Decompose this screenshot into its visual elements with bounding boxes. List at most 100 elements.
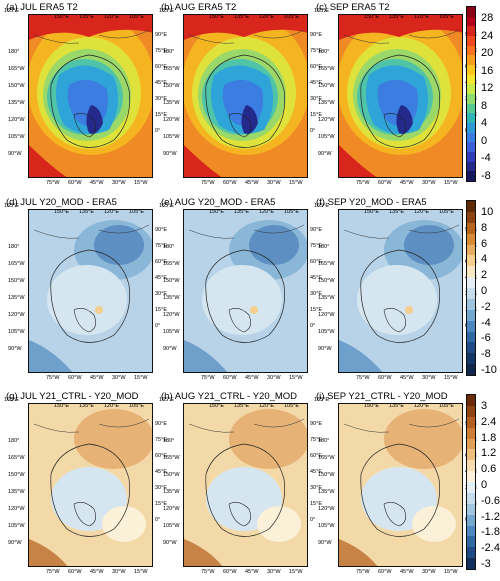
lon-label: 60°W <box>68 180 82 186</box>
colorbar-label: 3 <box>481 400 488 412</box>
colorbar-label: 2 <box>481 269 488 282</box>
colorbar-swatch <box>467 151 475 162</box>
lon-label: 30°E <box>310 96 322 102</box>
lon-label: 150°E <box>209 403 225 409</box>
colorbar-swatch <box>467 45 475 56</box>
panel-title: (h) AUG Y21_CTRL - Y20_MOD <box>161 391 298 402</box>
lon-label: 15°W <box>134 375 148 381</box>
lon-label: 0° <box>310 323 316 329</box>
map-panel: (d) JUL Y20_MOD - ERA5 165°E 180° 165°W 150°… <box>2 197 167 387</box>
lon-label: 105°E <box>284 209 300 215</box>
lon-label: 105°W <box>8 134 25 140</box>
colorbar-swatch <box>467 320 475 332</box>
lon-label: 150°W <box>8 472 25 478</box>
panel-title: (c) SEP ERA5 T2 <box>316 2 390 13</box>
lon-label: 60°W <box>378 569 392 575</box>
lon-label: 45°W <box>90 569 104 575</box>
colorbar-swatch <box>467 288 475 299</box>
colorbar-label: 20 <box>481 47 494 60</box>
lon-label: 165°E <box>159 397 175 403</box>
colorbar-swatch <box>467 93 475 104</box>
lon-label: 45°W <box>245 569 259 575</box>
lon-label: 15°W <box>444 569 458 575</box>
colorbar-swatch <box>467 64 475 75</box>
lon-label: 150°E <box>209 209 225 215</box>
lon-label: 150°W <box>8 83 25 89</box>
lon-label: 120°W <box>318 506 335 512</box>
lon-label: 0° <box>310 517 316 523</box>
colorbar-label: 0 <box>481 479 488 491</box>
lon-label: 15°W <box>444 375 458 381</box>
colorbar-label: 4 <box>481 117 488 130</box>
colorbar-swatch <box>467 35 475 46</box>
lon-label: 180° <box>163 244 175 250</box>
map-area <box>28 209 153 373</box>
lon-label: 105°E <box>284 403 300 409</box>
lon-label: 75°W <box>46 375 60 381</box>
colorbar-swatch <box>467 84 475 94</box>
lon-label: 90°W <box>8 346 22 352</box>
colorbar-label: 0 <box>481 285 488 297</box>
lon-label: 165°W <box>8 66 25 72</box>
lon-label: 120°E <box>259 14 275 20</box>
map-canvas <box>339 404 462 566</box>
lon-label: 135°E <box>79 14 95 20</box>
lon-label: 75°E <box>155 48 167 54</box>
colorbar-swatch <box>467 342 475 354</box>
colorbar <box>466 6 476 182</box>
colorbar-swatch <box>467 161 475 172</box>
lon-label: 165°E <box>159 8 175 14</box>
lon-label: 75°E <box>310 243 322 249</box>
lon-label: 90°W <box>163 151 177 157</box>
lon-label: 180° <box>8 49 20 55</box>
lon-label: 150°E <box>364 403 380 409</box>
lon-label: 150°W <box>318 278 335 284</box>
colorbar <box>466 394 476 570</box>
lon-label: 15°E <box>155 112 167 118</box>
colorbar-swatch <box>467 547 475 559</box>
lon-label: 150°W <box>318 472 335 478</box>
colorbar-label: 10 <box>481 206 494 218</box>
lon-label: 60°E <box>310 259 322 265</box>
lon-label: 75°E <box>310 437 322 443</box>
lon-label: 180° <box>8 244 20 250</box>
colorbar-swatch <box>467 438 475 450</box>
colorbar-swatch <box>467 55 475 65</box>
colorbar-swatch <box>467 266 475 278</box>
lon-label: 105°W <box>318 523 335 529</box>
lon-label: 75°W <box>201 375 215 381</box>
colorbar-swatch <box>467 103 475 114</box>
lon-label: 30°E <box>310 291 322 297</box>
map-area <box>338 14 463 178</box>
map-area <box>338 403 463 567</box>
map-panel: (c) SEP ERA5 T2 165°E 180° 165°W 150°W 135°W 1… <box>312 2 477 192</box>
panel-title: (e) AUG Y20_MOD - ERA5 <box>161 197 276 208</box>
colorbar-label: 0 <box>481 134 488 147</box>
colorbar-swatch <box>467 331 475 343</box>
colorbar-swatch <box>467 142 475 152</box>
lon-label: 165°W <box>318 455 335 461</box>
lon-label: 90°W <box>8 540 22 546</box>
colorbar-label: -3 <box>481 558 491 570</box>
lon-label: 120°W <box>163 506 180 512</box>
lon-label: 30°W <box>422 569 436 575</box>
lon-label: 30°W <box>267 569 281 575</box>
map-canvas <box>339 15 462 177</box>
lon-label: 135°E <box>389 209 405 215</box>
lon-label: 30°W <box>112 569 126 575</box>
lon-label: 45°W <box>245 375 259 381</box>
colorbar-label: 1.2 <box>481 447 497 460</box>
panel-title: (a) JUL ERA5 T2 <box>6 2 78 13</box>
lon-label: 150°E <box>209 14 225 20</box>
lon-label: 75°W <box>201 569 215 575</box>
lon-label: 165°W <box>163 66 180 72</box>
lon-label: 165°W <box>8 455 25 461</box>
lon-label: 60°E <box>155 64 167 70</box>
colorbar-swatch <box>467 416 475 428</box>
colorbar-swatch <box>467 503 475 515</box>
colorbar-swatch <box>467 26 475 36</box>
lon-label: 135°W <box>8 295 25 301</box>
lon-label: 135°W <box>163 295 180 301</box>
lon-label: 150°E <box>54 209 70 215</box>
lon-label: 135°W <box>163 100 180 106</box>
